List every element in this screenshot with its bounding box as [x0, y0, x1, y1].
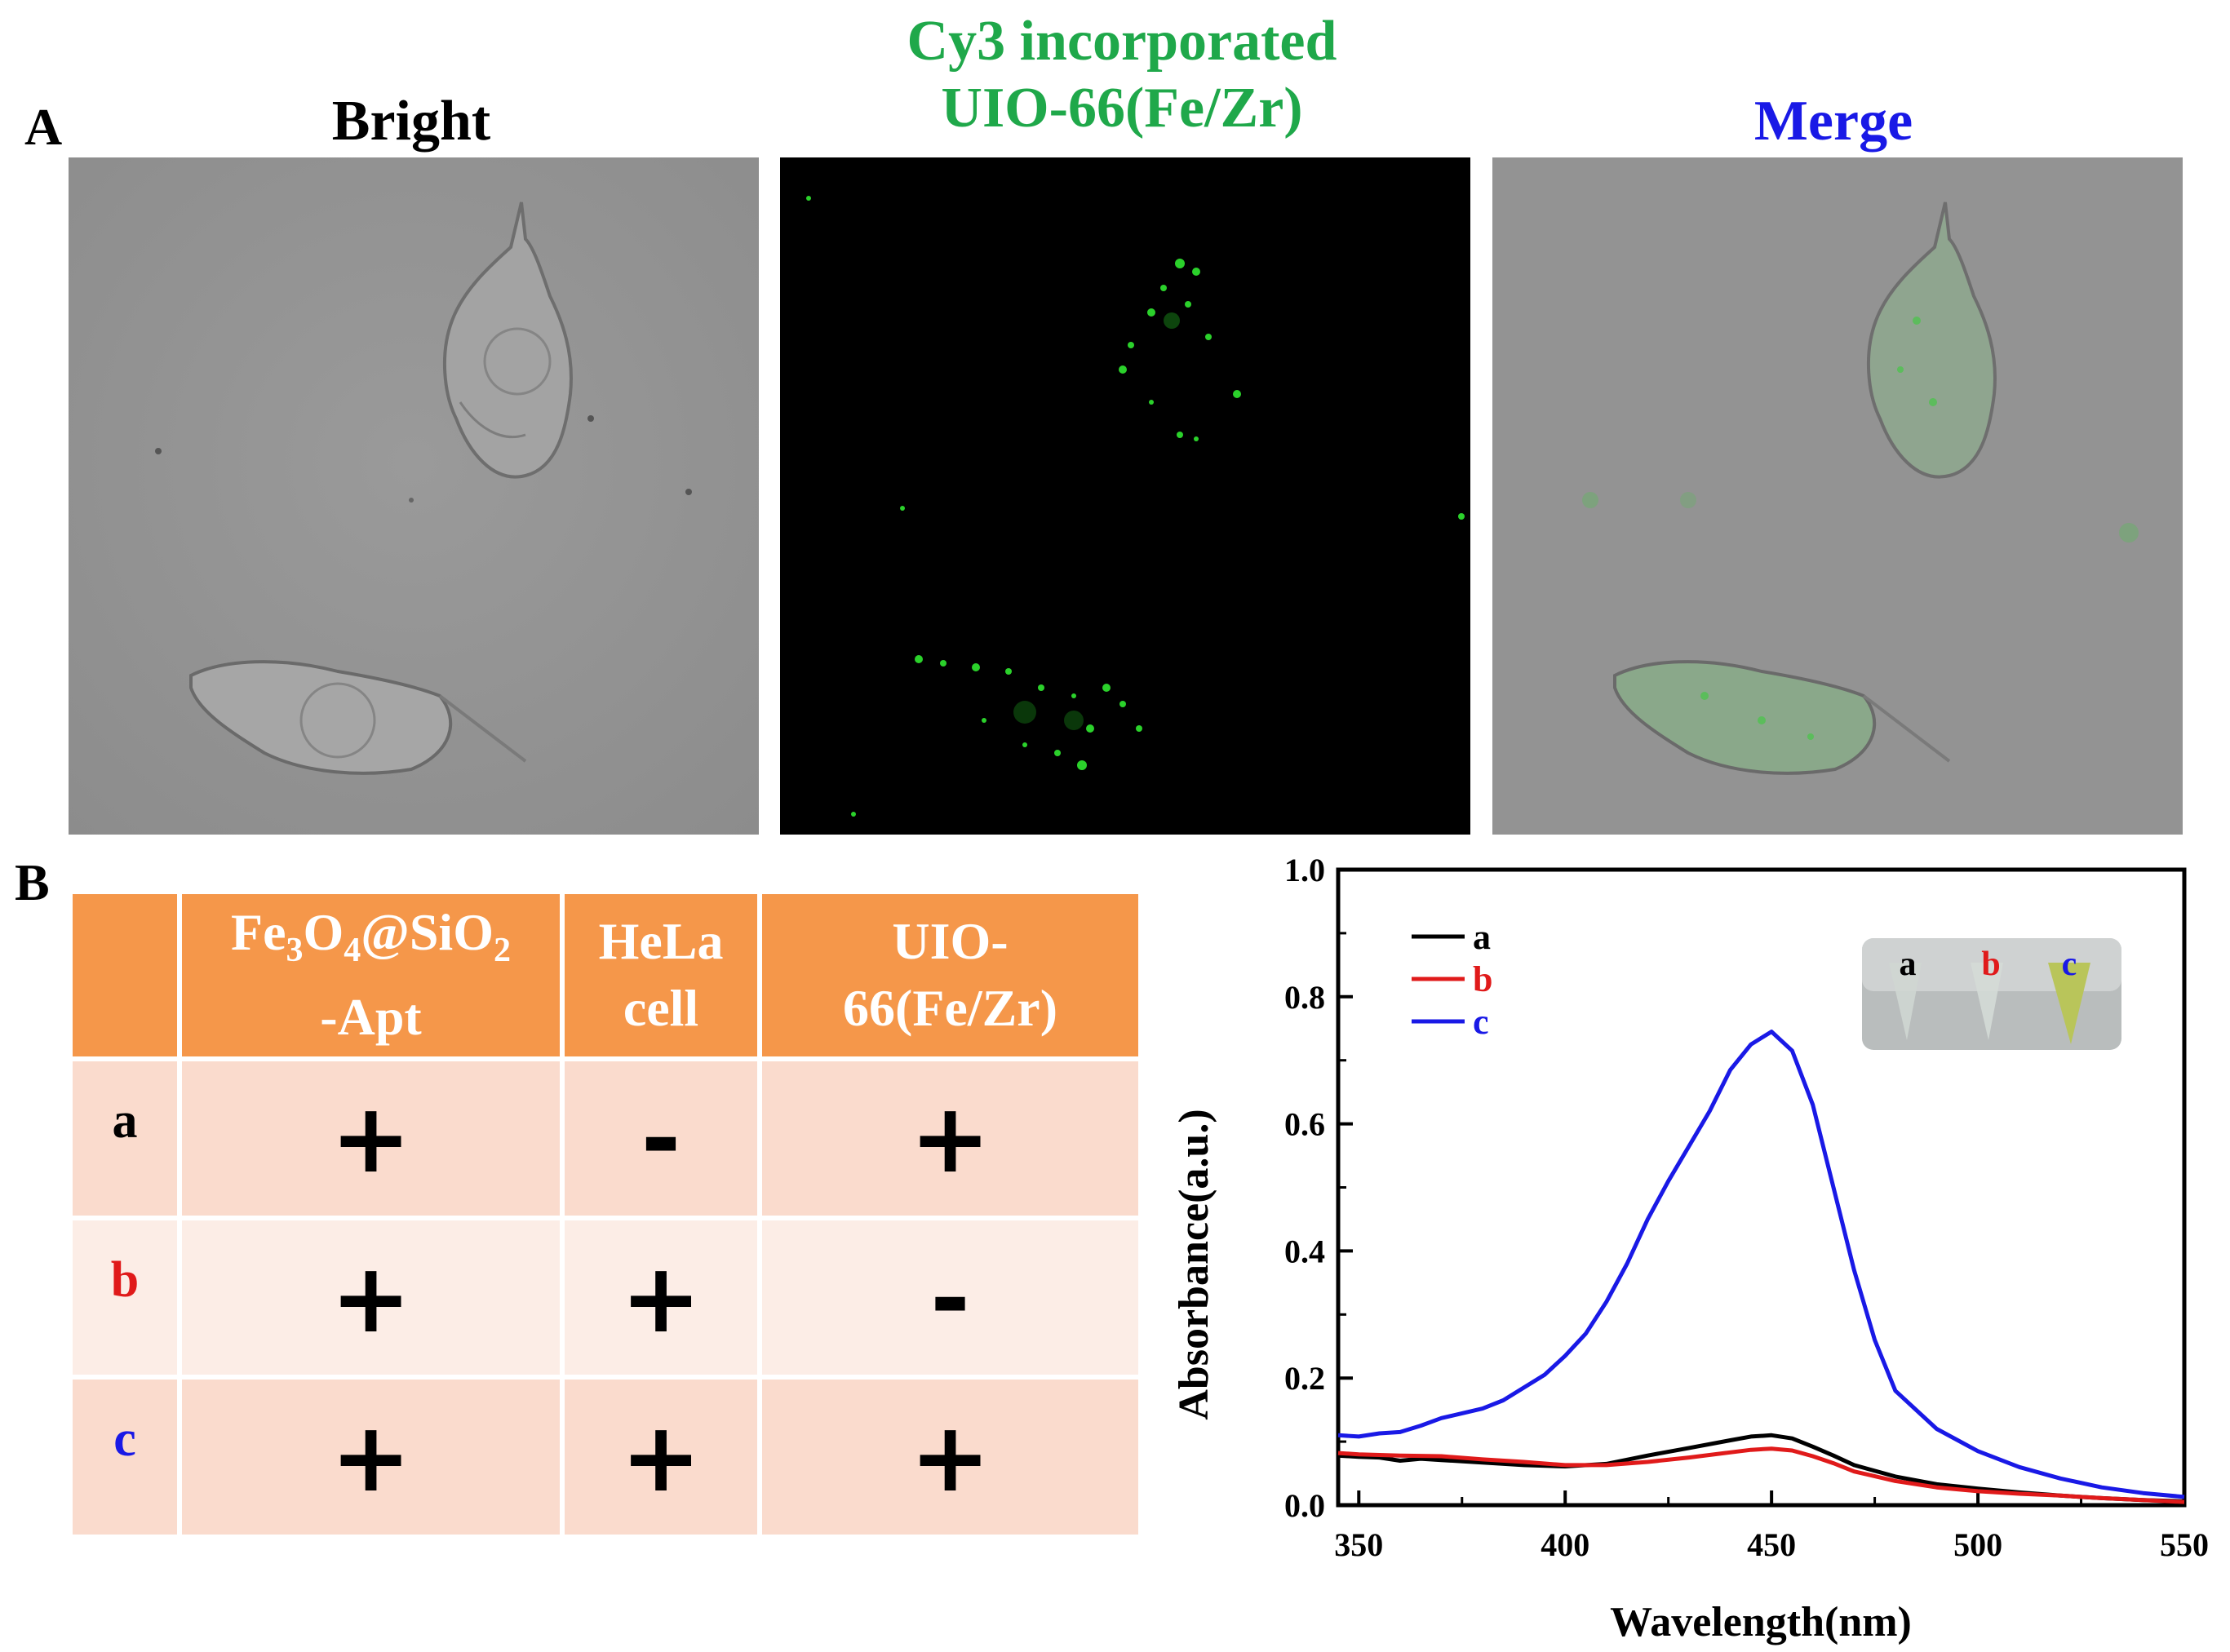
cell-sign: +	[762, 1380, 1138, 1535]
row-label-a: a	[73, 1061, 177, 1216]
bright-field-image	[69, 157, 759, 835]
inset-label-b: b	[1981, 946, 2000, 983]
table-row: a + - +	[73, 1061, 1138, 1216]
tube-a-icon	[1889, 963, 1922, 1040]
cy3-title-line2: UIO-66(Fe/Zr)	[941, 77, 1303, 140]
inset-label-a: a	[1900, 946, 1917, 983]
y-tick-label: 0.4	[1284, 1233, 1325, 1269]
x-tick-label: 500	[1953, 1526, 2002, 1563]
row-label-c: c	[73, 1380, 177, 1535]
cell-sign: +	[565, 1220, 757, 1375]
cy3-title: Cy3 incorporated UIO-66(Fe/Zr)	[779, 8, 1465, 142]
fluorescence-image	[780, 157, 1470, 835]
conditions-table: Fe3O4@SiO2 -Apt HeLa cell UIO- 66(Fe/Zr) a…	[68, 889, 1143, 1539]
tube-c-icon	[2048, 963, 2090, 1044]
panel-label-b: B	[15, 853, 50, 911]
cell-sign: +	[762, 1061, 1138, 1216]
y-tick-label: 0.2	[1284, 1360, 1325, 1397]
row-label-b: b	[73, 1220, 177, 1375]
x-tick-label: 550	[2160, 1526, 2209, 1563]
y-tick-label: 0.0	[1284, 1487, 1325, 1524]
table-row: b + + -	[73, 1220, 1138, 1375]
inset-photo: a b c	[1862, 938, 2121, 1050]
merge-image	[1492, 157, 2183, 835]
x-tick-label: 400	[1541, 1526, 1589, 1563]
y-axis-label: Absorbance(a.u.)	[1171, 1109, 1217, 1419]
panel-label-a: A	[24, 98, 63, 156]
x-axis-label: Wavelength(nm)	[1610, 1599, 1912, 1645]
bright-title: Bright	[331, 90, 491, 153]
series-line-c	[1337, 1030, 2185, 1499]
table-corner-cell	[73, 894, 177, 1056]
cell-sign: -	[565, 1061, 757, 1216]
legend-label-b: b	[1473, 959, 1492, 999]
cell-sign: -	[762, 1220, 1138, 1375]
series-line-a	[1337, 1433, 2185, 1504]
y-tick-label: 0.6	[1284, 1106, 1325, 1143]
cell-sign: +	[565, 1380, 757, 1535]
series-line-b	[1337, 1446, 2185, 1504]
x-tick-label: 450	[1747, 1526, 1796, 1563]
cell-sign: +	[182, 1061, 560, 1216]
x-tick-label: 350	[1334, 1526, 1383, 1563]
y-tick-label: 0.8	[1284, 979, 1325, 1016]
merge-title: Merge	[1753, 90, 1913, 153]
inset-label-c: c	[2062, 946, 2077, 983]
cell-sign: +	[182, 1380, 560, 1535]
table-row: c + + +	[73, 1380, 1138, 1535]
header-uio-66: UIO- 66(Fe/Zr)	[762, 894, 1138, 1056]
legend-label-c: c	[1473, 1002, 1489, 1042]
header-hela-cell: HeLa cell	[565, 894, 757, 1056]
legend-label-a: a	[1473, 917, 1491, 957]
y-tick-label: 1.0	[1284, 852, 1325, 888]
cell-sign: +	[182, 1220, 560, 1375]
tube-b-icon	[1971, 963, 2003, 1040]
cy3-title-line1: Cy3 incorporated	[907, 10, 1337, 73]
header-fe3o4-sio2-apt: Fe3O4@SiO2 -Apt	[182, 894, 560, 1056]
